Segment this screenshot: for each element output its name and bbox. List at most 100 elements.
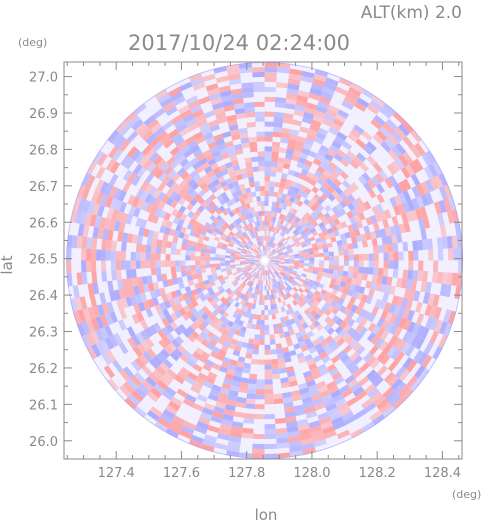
radar-bin — [170, 312, 178, 322]
radar-bin — [256, 314, 262, 320]
radar-bin — [254, 248, 259, 253]
radar-bin — [268, 253, 273, 258]
radar-bin — [217, 285, 224, 291]
radar-bin — [159, 225, 166, 234]
radar-bin — [308, 420, 321, 429]
radar-bin — [187, 100, 201, 110]
radar-bin — [226, 200, 233, 207]
radar-bin — [229, 258, 235, 261]
radar-bin — [299, 221, 306, 228]
radar-bin — [278, 187, 284, 194]
radar-bin — [350, 82, 364, 93]
radar-bin — [227, 225, 233, 232]
radar-bin — [152, 107, 166, 119]
radar-bin — [243, 278, 249, 283]
radar-bin — [334, 376, 345, 386]
radar-bin — [141, 129, 154, 142]
radar-bin — [234, 345, 242, 352]
radar-bin — [231, 93, 244, 100]
radar-bin — [257, 289, 261, 295]
radar-bin — [275, 343, 283, 350]
radar-bin — [197, 291, 205, 298]
radar-bin — [370, 231, 377, 240]
radar-bin — [170, 199, 178, 209]
radar-bin — [213, 227, 220, 234]
radar-bin — [350, 208, 359, 217]
radar-bin — [263, 235, 265, 241]
radar-bin — [284, 261, 290, 264]
radar-bin — [402, 151, 414, 164]
radar-bin — [244, 261, 250, 264]
radar-bin — [176, 388, 188, 398]
radar-bin — [151, 297, 160, 307]
radar-bin — [309, 316, 317, 324]
radar-bin — [241, 82, 254, 89]
radar-bin — [234, 295, 240, 302]
radar-bin — [267, 269, 270, 275]
radar-bin — [422, 292, 431, 305]
radar-bin — [233, 103, 245, 110]
radar-bin — [171, 208, 179, 217]
radar-bin — [254, 414, 265, 420]
radar-bin — [299, 293, 306, 300]
radar-bin — [321, 355, 331, 364]
radar-bin — [135, 243, 142, 253]
radar-bin — [350, 128, 362, 139]
radar-bin — [176, 167, 187, 177]
radar-bin — [240, 377, 250, 384]
radar-bin — [331, 225, 338, 232]
radar-bin — [76, 235, 83, 249]
radar-bin — [210, 256, 216, 261]
radar-bin — [343, 315, 352, 324]
radar-bin — [428, 249, 434, 261]
radar-bin — [347, 378, 359, 389]
radar-bin — [220, 254, 226, 258]
radar-bin — [320, 91, 333, 100]
radar-bin — [165, 315, 174, 324]
radar-bin — [267, 269, 271, 275]
radar-bin — [341, 140, 353, 151]
radar-bin — [263, 265, 265, 271]
radar-bin — [256, 319, 261, 325]
radar-bin — [145, 203, 154, 213]
radar-bin — [235, 277, 241, 282]
radar-bin — [175, 335, 184, 345]
radar-bin — [339, 200, 348, 209]
radar-bin — [234, 185, 241, 192]
radar-bin — [317, 411, 330, 421]
radar-bin — [212, 362, 221, 371]
radar-bin — [169, 191, 178, 200]
radar-bin — [275, 97, 286, 104]
radar-bin — [273, 398, 284, 405]
radar-bin — [277, 274, 283, 280]
radar-bin — [245, 162, 253, 168]
radar-bin — [260, 315, 265, 320]
radar-bin — [180, 260, 186, 266]
radar-bin — [417, 239, 424, 251]
radar-bin — [411, 197, 420, 210]
radar-bin — [278, 367, 287, 374]
radar-bin — [433, 260, 439, 272]
radar-bin — [295, 140, 305, 148]
radar-bin — [131, 196, 140, 208]
radar-bin — [400, 166, 411, 179]
radar-bin — [155, 365, 167, 377]
radar-bin — [269, 268, 273, 274]
radar-bin — [169, 159, 180, 170]
radar-bin — [219, 315, 226, 323]
radar-bin — [170, 419, 184, 430]
radar-bin — [371, 325, 381, 335]
radar-bin — [301, 116, 313, 125]
radar-bin — [138, 284, 145, 294]
radar-bin — [264, 200, 269, 206]
radar-bin — [170, 266, 177, 273]
radar-bin — [212, 276, 219, 282]
radar-bin — [95, 316, 105, 329]
radar-bin — [202, 73, 216, 82]
radar-bin — [146, 275, 153, 284]
radar-bin — [207, 371, 218, 380]
radar-bin — [182, 162, 193, 171]
radar-bin — [410, 279, 418, 291]
radar-bin — [257, 156, 265, 162]
radar-bin — [131, 390, 144, 403]
